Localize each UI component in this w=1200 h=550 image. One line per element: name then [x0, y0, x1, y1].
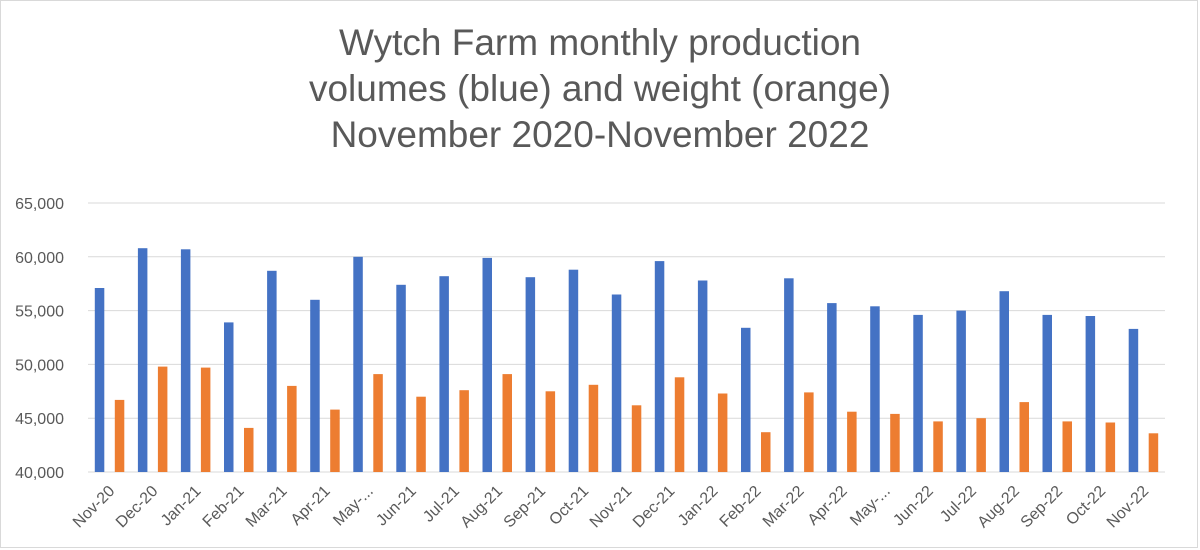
bar-weight — [157, 366, 168, 472]
x-tick-label: Feb-21 — [200, 483, 248, 531]
bar-weight — [674, 377, 685, 472]
bars — [94, 248, 1159, 472]
bar-weight — [847, 411, 857, 472]
x-tick-label: Dec-20 — [113, 483, 162, 532]
y-tick-label: 60,000 — [15, 250, 64, 267]
bar-weight — [545, 391, 556, 472]
x-tick-label: Apr-21 — [288, 483, 334, 529]
bar-volume — [224, 322, 234, 472]
x-tick-label: May-... — [330, 483, 377, 530]
chart-title: Wytch Farm monthly production volumes (b… — [0, 20, 1200, 158]
bar-volume — [310, 299, 320, 472]
y-axis-tick-labels: 40,000 45,000 50,000 55,000 60,000 65,000 — [15, 196, 64, 482]
bar-weight — [502, 374, 512, 472]
bar-weight — [1062, 421, 1072, 472]
bar-weight — [114, 399, 125, 472]
bar-volume — [611, 294, 622, 472]
x-tick-label: Jan-21 — [158, 483, 205, 530]
x-tick-label: Nov-21 — [587, 483, 636, 532]
bar-weight — [588, 384, 599, 472]
x-tick-label: Sep-22 — [1018, 483, 1067, 532]
x-tick-label: Aug-21 — [458, 483, 507, 532]
bar-volume — [999, 291, 1009, 472]
bar-volume — [913, 314, 923, 472]
bar-weight — [804, 392, 814, 472]
bar-volume — [784, 278, 794, 472]
bar-weight — [761, 432, 771, 472]
bar-volume — [568, 269, 579, 472]
x-tick-label: Oct-21 — [546, 483, 592, 529]
bar-weight — [200, 367, 211, 472]
bar-volume — [137, 248, 148, 472]
x-tick-label: Nov-20 — [70, 483, 119, 532]
bar-weight — [459, 390, 469, 472]
bar-weight — [933, 421, 943, 472]
x-tick-label: May-... — [847, 483, 894, 530]
bar-volume — [827, 303, 837, 472]
x-tick-label: Feb-22 — [717, 483, 765, 531]
chart-title-line-2: volumes (blue) and weight (orange) — [308, 68, 892, 109]
bar-volume — [1128, 328, 1139, 472]
bar-volume — [697, 280, 708, 472]
x-tick-label: Nov-22 — [1104, 483, 1153, 532]
y-tick-label: 55,000 — [15, 304, 64, 321]
bar-weight — [1148, 433, 1159, 472]
bar-weight — [1105, 422, 1116, 472]
bar-volume — [654, 261, 665, 472]
bar-volume — [267, 270, 277, 472]
x-tick-label: Sep-21 — [501, 483, 550, 532]
bar-weight — [717, 393, 728, 472]
bar-volume — [1042, 314, 1052, 472]
y-tick-label: 50,000 — [15, 357, 64, 374]
bar-weight — [416, 396, 426, 472]
x-tick-label: Jun-21 — [373, 483, 420, 530]
bar-volume — [94, 288, 105, 472]
bar-weight — [976, 418, 986, 472]
y-tick-label: 65,000 — [15, 196, 64, 213]
x-tick-label: Dec-21 — [630, 483, 679, 532]
x-tick-label: Mar-21 — [243, 483, 291, 531]
x-tick-label: Jun-22 — [890, 483, 937, 530]
bar-weight — [373, 374, 383, 472]
bar-weight — [330, 409, 340, 472]
bar-volume — [353, 256, 363, 472]
chart-title-line-3: November 2020-November 2022 — [330, 114, 870, 155]
bar-weight — [631, 405, 642, 472]
bar-weight — [287, 385, 297, 472]
y-tick-label: 40,000 — [15, 465, 64, 482]
bar-volume — [180, 249, 191, 472]
bar-volume — [439, 276, 449, 472]
bar-weight — [244, 427, 254, 472]
bar-volume — [1085, 316, 1096, 472]
bar-weight — [890, 413, 900, 472]
bar-volume — [870, 306, 880, 472]
bar-volume — [956, 310, 966, 472]
x-axis-tick-labels: Nov-20Dec-20Jan-21Feb-21Mar-21Apr-21May-… — [70, 483, 1152, 532]
x-tick-label: Jan-22 — [675, 483, 722, 530]
x-tick-label: Apr-22 — [805, 483, 851, 529]
chart-title-line-1: Wytch Farm monthly production — [339, 22, 861, 63]
x-tick-label: Mar-22 — [760, 483, 808, 531]
bar-weight — [1019, 402, 1029, 472]
x-tick-label: Oct-22 — [1063, 483, 1109, 529]
bar-volume — [525, 277, 536, 472]
bar-volume — [741, 327, 751, 472]
y-tick-label: 45,000 — [15, 411, 64, 428]
bar-volume — [396, 284, 406, 472]
x-tick-label: Aug-22 — [975, 483, 1024, 532]
bar-volume — [482, 257, 492, 472]
